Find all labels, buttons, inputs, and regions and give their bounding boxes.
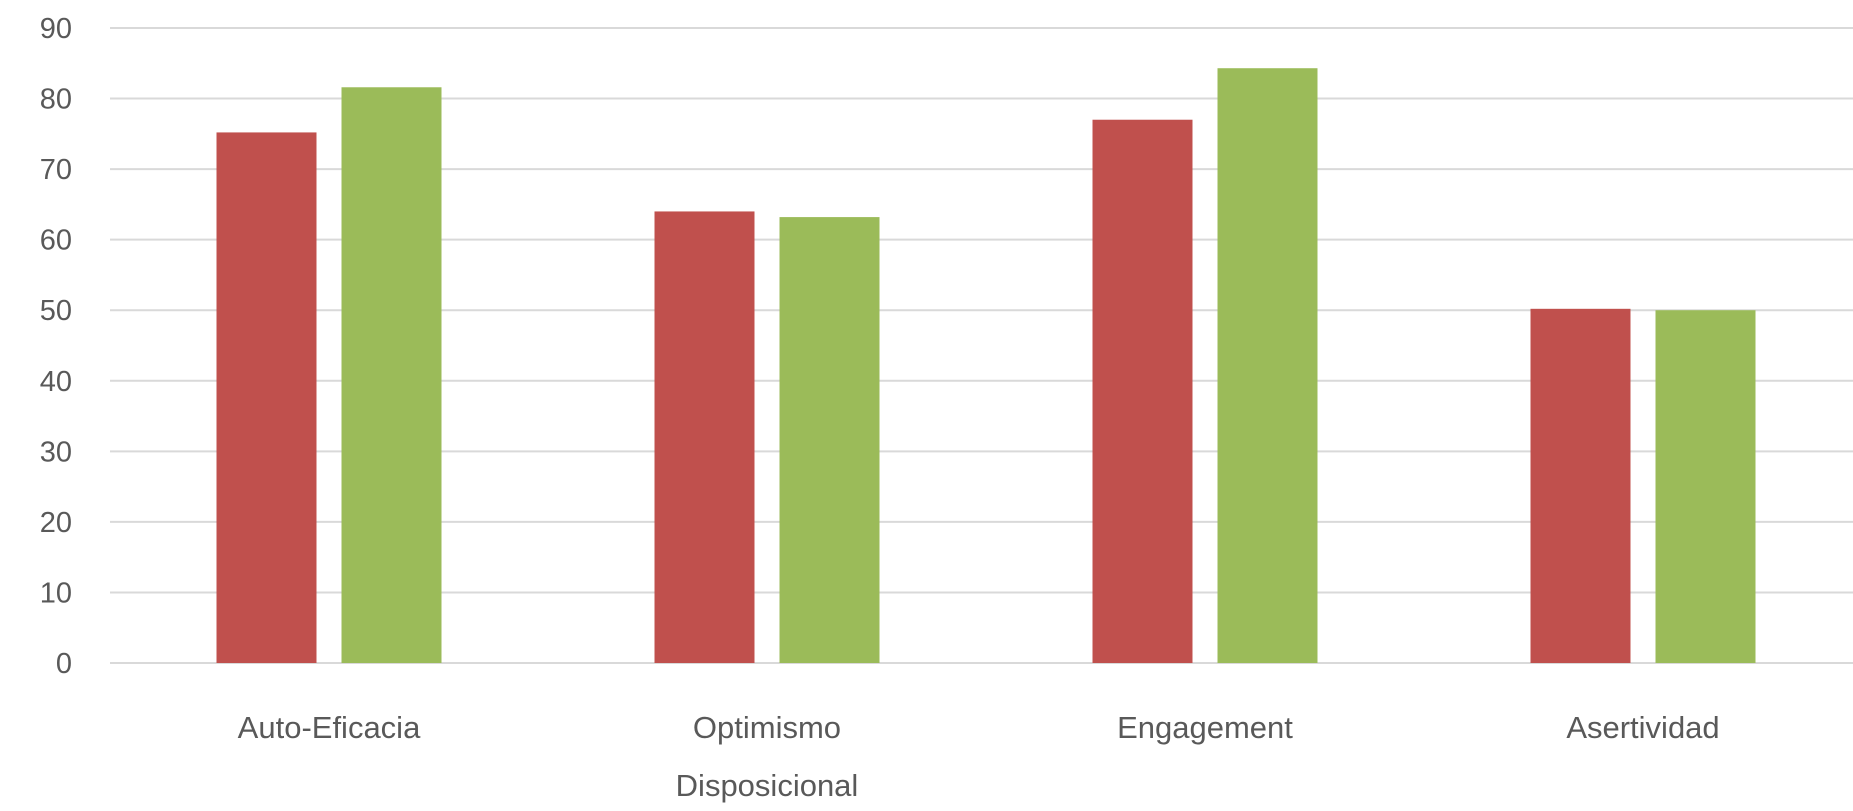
y-tick-label-70: 70 (40, 154, 72, 186)
x-category-label-2-line2: Disposicional (676, 768, 859, 803)
x-category-label-2-line1: Optimismo (693, 710, 841, 745)
bar-series1-category1 (216, 132, 317, 663)
x-category-label-4: Asertividad (1566, 710, 1719, 745)
y-tick-label-90: 90 (40, 13, 72, 45)
bar-series2-category2 (779, 217, 880, 664)
bar-series2-category4 (1655, 310, 1756, 663)
bar-series1-category2 (654, 211, 755, 663)
bar-series2-category3 (1217, 68, 1318, 663)
y-tick-label-30: 30 (40, 436, 72, 468)
x-axis-categories: Auto-Eficacia Optimismo Disposicional Engag… (238, 710, 1720, 803)
bar-series1-category3 (1092, 119, 1193, 663)
bar-series1-category4 (1530, 308, 1631, 663)
y-tick-label-0: 0 (56, 648, 72, 680)
bar-series2-category1 (341, 87, 442, 664)
y-tick-label-40: 40 (40, 366, 72, 398)
x-category-label-3: Engagement (1117, 710, 1293, 745)
y-tick-label-10: 10 (40, 577, 72, 609)
y-axis-ticks: 0 10 20 30 40 50 60 70 80 90 (40, 13, 72, 680)
y-tick-label-20: 20 (40, 507, 72, 539)
y-tick-label-60: 60 (40, 225, 72, 257)
x-category-label-1: Auto-Eficacia (238, 710, 421, 745)
y-tick-label-80: 80 (40, 84, 72, 116)
y-tick-label-50: 50 (40, 295, 72, 327)
bars (216, 68, 1756, 664)
